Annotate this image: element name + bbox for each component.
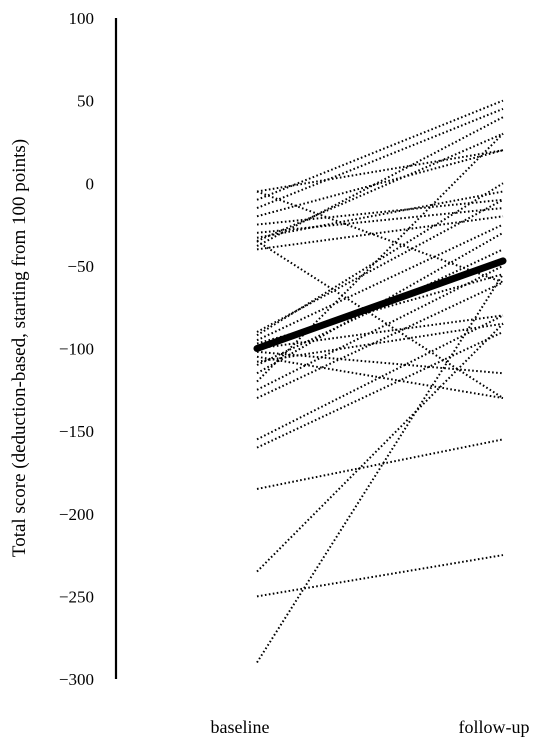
subject-line xyxy=(256,240,504,399)
subject-line xyxy=(256,190,504,284)
subject-line xyxy=(256,207,504,234)
subject-line xyxy=(256,132,504,243)
y-tick-labels: 100 50 0 −50 −100 −150 −200 −250 −300 xyxy=(59,9,94,689)
subject-line xyxy=(256,554,504,598)
subject-line xyxy=(256,116,504,247)
subject-line xyxy=(256,182,504,337)
subject-line xyxy=(256,322,504,363)
subject-line xyxy=(256,215,504,251)
x-category-labels: baseline follow-up xyxy=(211,717,530,737)
y-tick-label: −100 xyxy=(59,340,94,359)
subject-line xyxy=(256,99,504,201)
subject-line xyxy=(256,314,504,441)
subject-line xyxy=(256,264,504,391)
x-category-label: baseline xyxy=(211,717,270,737)
subject-line xyxy=(256,331,504,449)
y-tick-label: 100 xyxy=(69,9,95,28)
subject-line xyxy=(256,248,504,366)
subject-line xyxy=(256,273,504,345)
subject-line xyxy=(256,438,504,490)
subject-line xyxy=(256,273,504,664)
y-tick-label: −200 xyxy=(59,505,94,524)
subject-line xyxy=(256,198,504,226)
y-tick-label: −250 xyxy=(59,587,94,606)
subject-line xyxy=(256,198,504,333)
x-category-label: follow-up xyxy=(459,717,530,737)
subject-line xyxy=(256,149,504,193)
subject-line xyxy=(256,190,504,239)
subject-line xyxy=(256,314,504,350)
y-tick-label: −150 xyxy=(59,422,94,441)
subject-line xyxy=(256,107,504,209)
y-tick-label: −50 xyxy=(67,257,94,276)
y-tick-label: −300 xyxy=(59,670,94,689)
mean-line xyxy=(253,257,507,352)
y-tick-label: 50 xyxy=(77,92,94,111)
y-axis-title: Total score (deduction-based, starting f… xyxy=(9,139,30,557)
y-tick-label: 0 xyxy=(86,174,95,193)
subject-line xyxy=(256,149,504,218)
subject-line xyxy=(256,281,504,399)
subject-line xyxy=(256,223,504,342)
subject-lines xyxy=(256,99,504,664)
subject-line xyxy=(256,355,504,400)
subject-line xyxy=(256,231,504,375)
